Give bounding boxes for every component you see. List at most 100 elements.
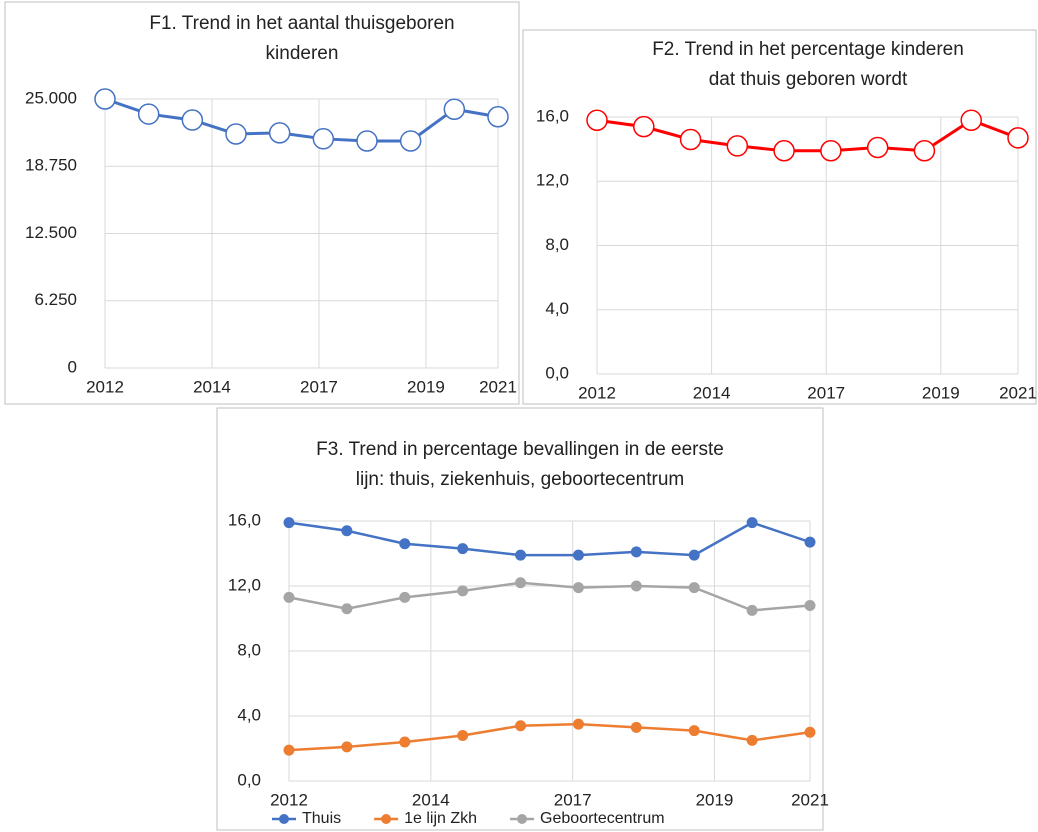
data-point	[804, 536, 816, 548]
data-point	[866, 136, 889, 159]
y-tick-label: 0	[68, 357, 77, 376]
data-point	[457, 543, 469, 555]
data-point	[572, 582, 584, 594]
data-point	[399, 130, 422, 152]
chart-title: lijn: thuis, ziekenhuis, geboortecentrum	[356, 469, 684, 490]
data-point	[688, 549, 700, 561]
x-tick-label: 2021	[479, 377, 517, 396]
chart-title: kinderen	[266, 43, 339, 64]
y-tick-label: 12,0	[536, 171, 569, 190]
data-point	[688, 725, 700, 737]
data-point	[630, 721, 642, 733]
x-tick-label: 2019	[696, 790, 734, 809]
data-point	[181, 109, 204, 131]
y-tick-label: 8,0	[237, 640, 261, 659]
data-point	[341, 603, 353, 615]
y-tick-label: 12.500	[25, 223, 77, 242]
chart: F1. Trend in het aantal thuisgeboren kind…	[4, 1, 520, 405]
y-tick-label: 4,0	[237, 705, 261, 724]
data-point	[487, 106, 509, 128]
data-point	[515, 577, 527, 589]
data-point	[633, 115, 655, 138]
series-line	[104, 97, 499, 143]
data-point	[399, 538, 411, 550]
x-tick-label: 2012	[86, 377, 124, 396]
chart-frame	[4, 1, 520, 405]
series-line	[288, 521, 811, 557]
y-tick-label: 4,0	[545, 299, 569, 318]
legend-label: 1e lijn Zkh	[404, 810, 477, 827]
y-tick-label: 18.750	[25, 156, 77, 175]
legend-label: Geboortecentrum	[540, 810, 665, 827]
chart-title: dat thuis geboren wordt	[709, 69, 908, 90]
x-tick-label: 2021	[999, 383, 1037, 402]
legend: Thuis 1e lijn Zkh Geboortecentrum	[272, 810, 665, 827]
data-point	[804, 600, 816, 611]
data-point	[913, 139, 936, 162]
x-tick-label: 2012	[270, 790, 308, 809]
data-point	[746, 604, 758, 616]
data-point	[399, 736, 411, 748]
chart: F3. Trend in percentage bevallingen in d…	[216, 407, 829, 831]
x-tick-label: 2019	[407, 377, 445, 396]
data-point	[457, 730, 469, 741]
data-point	[283, 517, 295, 529]
y-tick-label: 0,0	[545, 363, 569, 382]
data-point	[283, 744, 295, 756]
data-point	[268, 122, 291, 144]
data-point	[630, 546, 642, 558]
data-point	[94, 88, 116, 110]
x-tick-label: 2017	[807, 383, 845, 402]
x-tick-label: 2017	[300, 377, 338, 396]
chart-title: F2. Trend in het percentage kinderen	[652, 39, 964, 60]
series-line	[596, 118, 1019, 153]
legend-marker	[381, 814, 392, 824]
legend-marker	[517, 814, 528, 824]
data-point	[746, 734, 758, 746]
data-point	[225, 123, 247, 145]
data-point	[356, 130, 378, 152]
x-tick-label: 2014	[412, 790, 450, 809]
data-point	[773, 139, 795, 162]
x-tick-label: 2019	[922, 383, 960, 402]
data-point	[457, 585, 469, 597]
y-tick-label: 8,0	[545, 235, 569, 254]
x-tick-label: 2021	[791, 790, 829, 809]
chart: F2. Trend in het percentage kinderen dat …	[522, 29, 1037, 405]
series-line	[288, 581, 811, 612]
data-point	[399, 591, 411, 603]
chart-frame	[216, 407, 824, 831]
data-point	[515, 720, 527, 732]
data-point	[572, 549, 584, 561]
data-point	[515, 549, 527, 561]
data-point	[820, 139, 842, 162]
x-tick-label: 2017	[554, 790, 592, 809]
y-tick-label: 25.000	[25, 88, 77, 107]
data-point	[679, 128, 702, 151]
x-tick-label: 2014	[693, 383, 731, 402]
data-point	[586, 109, 608, 131]
data-point	[341, 525, 353, 537]
y-tick-label: 16,0	[536, 106, 569, 125]
data-point	[283, 591, 295, 603]
chart-frame	[522, 29, 1037, 405]
data-point	[726, 135, 749, 157]
data-point	[312, 128, 335, 150]
y-tick-label: 0,0	[237, 770, 261, 789]
x-tick-label: 2012	[578, 383, 616, 402]
data-point	[1007, 127, 1029, 149]
legend-marker	[279, 814, 289, 824]
data-point	[688, 582, 700, 594]
data-point	[630, 580, 642, 592]
data-point	[341, 741, 353, 753]
y-tick-label: 16,0	[228, 510, 261, 529]
data-point	[746, 517, 758, 529]
y-tick-label: 6.250	[34, 290, 77, 309]
data-point	[960, 109, 982, 131]
data-point	[572, 718, 584, 730]
chart-title: F3. Trend in percentage bevallingen in d…	[316, 439, 724, 460]
y-tick-label: 12,0	[228, 575, 261, 594]
chart-title: F1. Trend in het aantal thuisgeboren	[149, 13, 454, 34]
data-point	[443, 98, 466, 120]
